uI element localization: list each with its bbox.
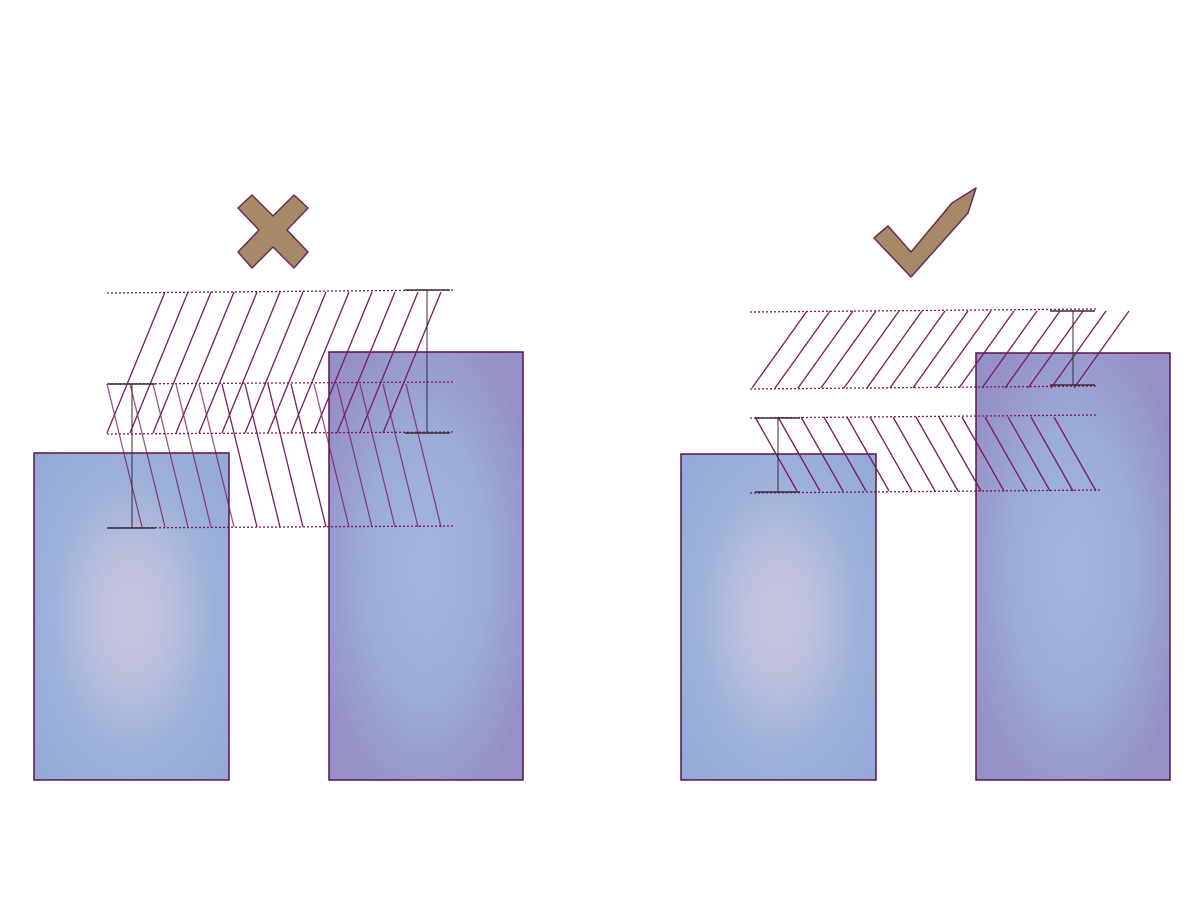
hatch-line (290, 291, 350, 434)
hatch-line (823, 416, 867, 492)
hatch-line (774, 310, 831, 389)
hatch-line (915, 416, 959, 492)
hatch-line (1053, 416, 1097, 492)
hatch-line (106, 291, 166, 434)
hatch-line (961, 416, 1005, 492)
hatch-line (1030, 416, 1074, 492)
hatch-line (935, 310, 992, 389)
block-right-high (975, 352, 1171, 781)
hatch-line (405, 383, 442, 528)
hatch-line (129, 383, 166, 528)
hatch-layer-upper (106, 291, 442, 434)
hatch-line (912, 310, 969, 389)
block-left-low (680, 453, 877, 781)
hatch-line (1007, 416, 1051, 492)
hatch-line (800, 416, 844, 492)
dimension-markers (108, 289, 450, 529)
layer-boundary-line (106, 431, 454, 435)
hatch-line (382, 383, 419, 528)
hatch-line (290, 383, 327, 528)
hatch-layer-upper (751, 310, 1130, 389)
hatch-line (336, 291, 396, 434)
hatch-layer-lower (754, 416, 1097, 492)
layer-boundary-line (106, 289, 454, 294)
hatch-line (981, 310, 1038, 389)
block-right-high (328, 351, 524, 781)
hatch-line (843, 310, 900, 389)
hatch-line (359, 383, 396, 528)
hatch-line (313, 383, 350, 528)
hatch-line (889, 310, 946, 389)
hatch-line (1027, 310, 1084, 389)
hatch-line (754, 416, 798, 492)
hatch-line (129, 291, 189, 434)
hatch-line (846, 416, 890, 492)
hatch-line (958, 310, 1015, 389)
layer-boundary-lines (106, 289, 454, 529)
hatch-line (1050, 310, 1107, 389)
hatch-line (1073, 310, 1130, 389)
hatch-line (866, 310, 923, 389)
cross-icon (237, 194, 309, 269)
hatch-line (267, 383, 304, 528)
hatch-line (198, 291, 258, 434)
panel-incorrect (33, 194, 524, 781)
layer-boundary-line (106, 525, 454, 529)
hatch-line (175, 291, 235, 434)
hatch-layer-lower (106, 383, 442, 528)
hatch-line (820, 310, 877, 389)
hatch-line (244, 383, 281, 528)
hatch-line (244, 291, 304, 434)
hatch-line (313, 291, 373, 434)
layer-boundary-line (749, 308, 1097, 313)
hatch-line (152, 291, 212, 434)
hatch-line (221, 383, 258, 528)
hatch-line (152, 383, 189, 528)
dimension-markers (755, 310, 1095, 493)
hatch-line (938, 416, 982, 492)
hatch-line (869, 416, 913, 492)
hatch-line (198, 383, 235, 528)
check-icon (873, 187, 977, 278)
layer-boundary-line (749, 385, 1097, 390)
hatch-line (267, 291, 327, 434)
hatch-line (221, 291, 281, 434)
hatch-line (777, 416, 821, 492)
panel-correct (680, 187, 1171, 781)
hatch-line (336, 383, 373, 528)
hatch-line (751, 310, 808, 389)
hatch-line (175, 383, 212, 528)
hatch-line (1004, 310, 1061, 389)
hatch-line (892, 416, 936, 492)
hatch-line (106, 383, 143, 528)
layer-boundary-line (106, 381, 454, 385)
hatch-line (359, 291, 419, 434)
hatch-line (382, 291, 442, 434)
layer-boundary-line (749, 414, 1097, 419)
hatch-line (797, 310, 854, 389)
hatch-line (984, 416, 1028, 492)
layer-boundary-lines (749, 308, 1101, 494)
